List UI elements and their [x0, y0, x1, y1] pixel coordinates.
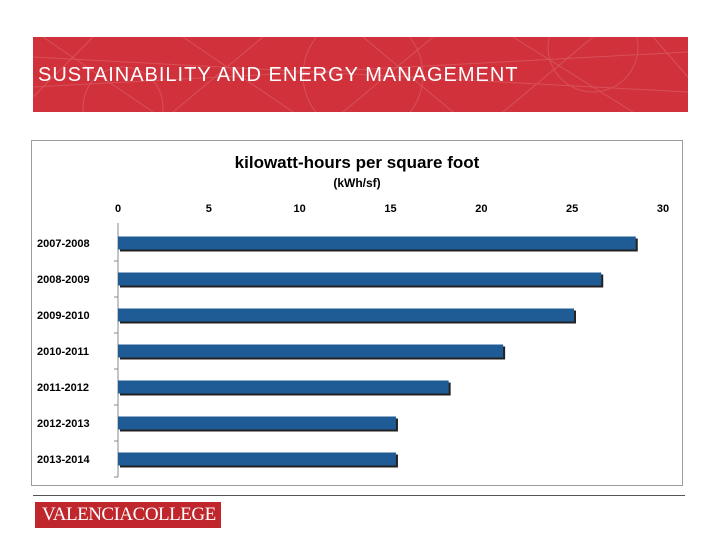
- chart-container: kilowatt-hours per square foot (kWh/sf) 0 5…: [31, 140, 683, 486]
- valencia-college-logo: VALENCIACOLLEGE: [35, 502, 221, 528]
- category-label: 2011-2012: [37, 382, 89, 394]
- bar: [118, 380, 449, 394]
- category-label: 2008-2009: [37, 274, 90, 286]
- slide-title: SUSTAINABILITY AND ENERGY MANAGEMENT: [38, 64, 519, 86]
- category-label: 2007-2008: [37, 238, 90, 250]
- bar: [118, 236, 636, 250]
- category-label: 2013-2014: [37, 454, 90, 466]
- category-label: 2009-2010: [37, 310, 90, 322]
- bar: [118, 416, 396, 430]
- bar: [118, 308, 574, 322]
- bar: [118, 344, 504, 358]
- chart-title: kilowatt-hours per square foot: [235, 153, 480, 172]
- x-tick-label: 0: [115, 203, 121, 215]
- banner-pattern: [33, 37, 688, 112]
- bar-chart: kilowatt-hours per square foot (kWh/sf) 0 5…: [37, 153, 669, 478]
- x-tick-label: 20: [475, 203, 487, 215]
- chart-subtitle: (kWh/sf): [333, 176, 380, 190]
- category-label: 2012-2013: [37, 418, 90, 430]
- category-label: 2010-2011: [37, 346, 89, 358]
- header-banner: SUSTAINABILITY AND ENERGY MANAGEMENT: [33, 37, 688, 112]
- footer-divider: [33, 495, 685, 496]
- x-tick-label: 30: [657, 203, 669, 215]
- x-tick-label: 15: [384, 203, 396, 215]
- x-tick-label: 25: [566, 203, 578, 215]
- x-tick-label: 10: [294, 203, 306, 215]
- x-tick-label: 5: [206, 203, 212, 215]
- bar: [118, 452, 396, 466]
- bar: [118, 272, 602, 286]
